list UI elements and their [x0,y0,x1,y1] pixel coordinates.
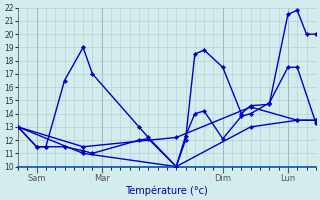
X-axis label: Température (°c): Température (°c) [125,185,208,196]
